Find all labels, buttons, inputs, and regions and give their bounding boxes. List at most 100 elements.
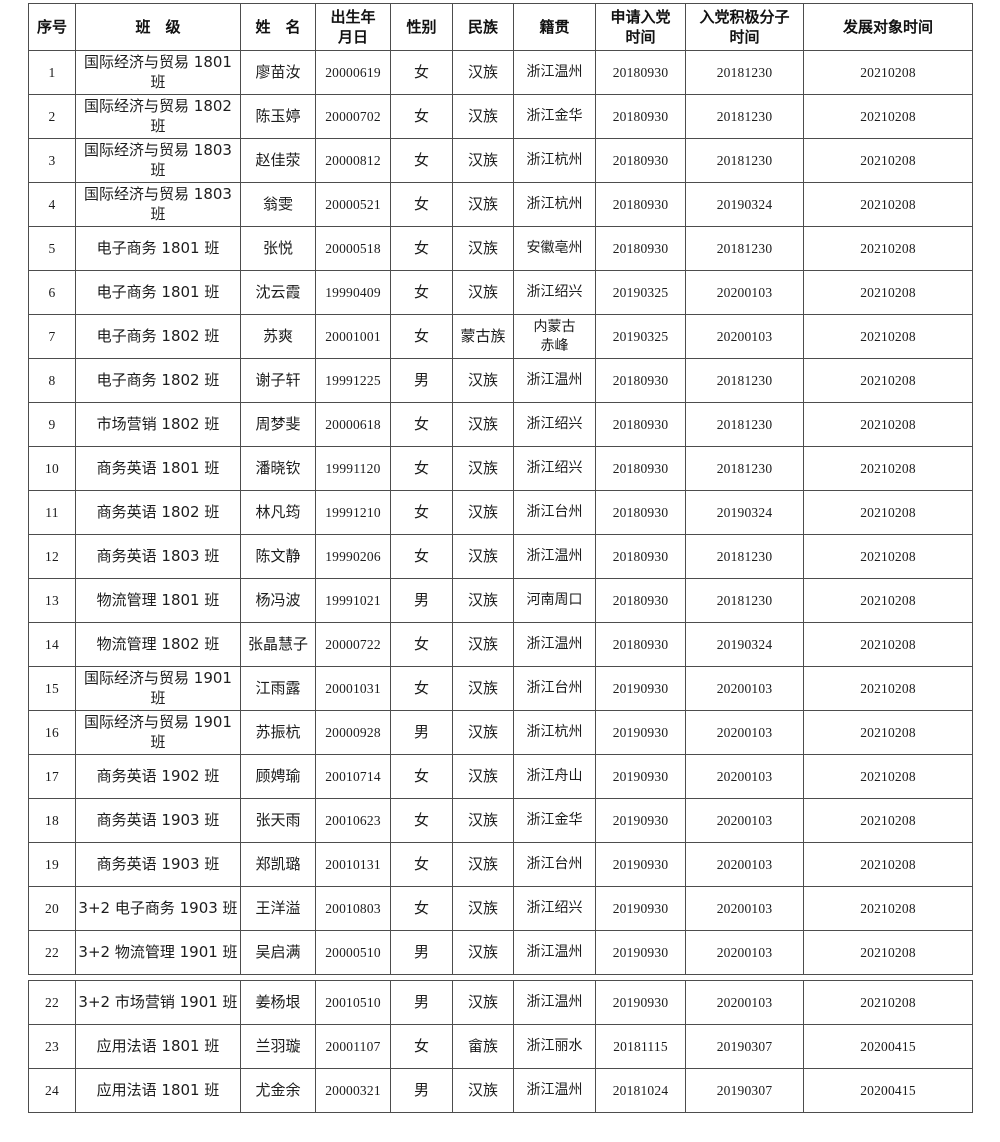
table-cell: 9 <box>28 402 76 447</box>
table-cell: 20210208 <box>803 578 973 623</box>
table-cell: 物流管理 1801 班 <box>75 578 241 623</box>
table-cell: 20180930 <box>595 402 686 447</box>
table-row: 2 国际经济与贸易 1802 班陈玉婷 20000702 女汉族 浙江金华 2018093… <box>28 94 973 139</box>
table-cell: 汉族 <box>452 270 514 315</box>
table-cell: 20210208 <box>803 226 973 271</box>
table-cell: 女 <box>390 490 453 535</box>
table-cell: 汉族 <box>452 182 514 227</box>
table-row: 17 商务英语 1902 班顾娉瑜 20010714 女汉族 浙江舟山 20190930 2… <box>28 754 973 799</box>
table-row: 11 商务英语 1802 班林凡筠 19991210 女汉族 浙江台州 20180930 2… <box>28 490 973 535</box>
table-cell: 20181230 <box>685 226 804 271</box>
table-cell: 内蒙古 赤峰 <box>513 314 596 359</box>
table-cell: 20000321 <box>315 1068 391 1113</box>
table-cell: 女 <box>390 798 453 843</box>
column-header: 班 级 <box>75 3 241 51</box>
table-cell: 王洋溢 <box>240 886 316 931</box>
table-cell: 20180930 <box>595 622 686 667</box>
column-header: 出生年 月日 <box>315 3 391 51</box>
table-cell: 19991021 <box>315 578 391 623</box>
table-cell: 国际经济与贸易 1901 班 <box>75 710 241 755</box>
table-cell: 20210208 <box>803 710 973 755</box>
table-cell: 汉族 <box>452 446 514 491</box>
table-cell: 尤金余 <box>240 1068 316 1113</box>
table-cell: 女 <box>390 314 453 359</box>
table-cell: 兰羽璇 <box>240 1024 316 1069</box>
table-cell: 20210208 <box>803 798 973 843</box>
table-cell: 20200103 <box>685 666 804 711</box>
table-cell: 20210208 <box>803 358 973 403</box>
table-cell: 河南周口 <box>513 578 596 623</box>
table-cell: 20181230 <box>685 534 804 579</box>
table-cell: 男 <box>390 578 453 623</box>
table-cell: 浙江温州 <box>513 622 596 667</box>
table-cell: 汉族 <box>452 980 514 1025</box>
table-cell: 电子商务 1801 班 <box>75 270 241 315</box>
table-cell: 商务英语 1902 班 <box>75 754 241 799</box>
table-cell: 20200103 <box>685 886 804 931</box>
column-header: 籍贯 <box>513 3 596 51</box>
table-cell: 浙江台州 <box>513 490 596 535</box>
table-cell: 7 <box>28 314 76 359</box>
table-cell: 20210208 <box>803 446 973 491</box>
table-cell: 畲族 <box>452 1024 514 1069</box>
table-cell: 国际经济与贸易 1801 班 <box>75 50 241 95</box>
column-header: 姓 名 <box>240 3 316 51</box>
table-cell: 张天雨 <box>240 798 316 843</box>
table-cell: 商务英语 1903 班 <box>75 842 241 887</box>
table-row: 9 市场营销 1802 班周梦斐 20000618 女汉族 浙江绍兴 20180930 20… <box>28 402 973 447</box>
table-cell: 20190324 <box>685 622 804 667</box>
table-cell: 汉族 <box>452 402 514 447</box>
table-cell: 汉族 <box>452 534 514 579</box>
table-cell: 20010510 <box>315 980 391 1025</box>
table-cell: 20181230 <box>685 446 804 491</box>
table-cell: 20010714 <box>315 754 391 799</box>
table-cell: 20000618 <box>315 402 391 447</box>
table-cell: 20210208 <box>803 94 973 139</box>
table-cell: 20210208 <box>803 270 973 315</box>
table-row: 12 商务英语 1803 班陈文静 19990206 女汉族 浙江温州 20180930 2… <box>28 534 973 579</box>
table-cell: 女 <box>390 182 453 227</box>
table-cell: 陈玉婷 <box>240 94 316 139</box>
table-cell: 19990206 <box>315 534 391 579</box>
table-cell: 20200103 <box>685 270 804 315</box>
table-row: 14 物流管理 1802 班张晶慧子 20000722 女汉族 浙江温州 20180930… <box>28 622 973 667</box>
table-cell: 郑凯璐 <box>240 842 316 887</box>
table-cell: 国际经济与贸易 1803 班 <box>75 182 241 227</box>
table-cell: 20200103 <box>685 842 804 887</box>
table-cell: 浙江金华 <box>513 94 596 139</box>
table-cell: 19991225 <box>315 358 391 403</box>
table-row: 7 电子商务 1802 班苏爽 20001001 女蒙古族 内蒙古 赤峰 20190325… <box>28 314 973 359</box>
table-cell: 女 <box>390 886 453 931</box>
table-cell: 20210208 <box>803 622 973 667</box>
table-cell: 3+2 物流管理 1901 班 <box>75 930 241 975</box>
table-cell: 张晶慧子 <box>240 622 316 667</box>
table-cell: 20210208 <box>803 980 973 1025</box>
table-cell: 汉族 <box>452 886 514 931</box>
table-cell: 浙江温州 <box>513 358 596 403</box>
table-cell: 国际经济与贸易 1901 班 <box>75 666 241 711</box>
table-row: 15 国际经济与贸易 1901 班江雨露 20001031 女汉族 浙江台州 201909… <box>28 666 973 711</box>
table-cell: 20200103 <box>685 980 804 1025</box>
table-cell: 浙江杭州 <box>513 710 596 755</box>
table-cell: 浙江台州 <box>513 666 596 711</box>
table-cell: 商务英语 1801 班 <box>75 446 241 491</box>
roster-table-continued: 22 3+2 市场营销 1901 班姜杨垠 20010510 男汉族 浙江温州 20190… <box>28 980 973 1113</box>
table-cell: 20210208 <box>803 138 973 183</box>
table-cell: 20210208 <box>803 842 973 887</box>
table-cell: 吴启满 <box>240 930 316 975</box>
table-cell: 20181230 <box>685 50 804 95</box>
table-row: 10 商务英语 1801 班潘晓钦 19991120 女汉族 浙江绍兴 20180930 2… <box>28 446 973 491</box>
table-cell: 20000521 <box>315 182 391 227</box>
table-row: 6 电子商务 1801 班沈云霞 19990409 女汉族 浙江绍兴 20190325 20… <box>28 270 973 315</box>
table-cell: 20180930 <box>595 94 686 139</box>
column-header: 入党积极分子 时间 <box>685 3 804 51</box>
table-cell: 汉族 <box>452 358 514 403</box>
table-cell: 20180930 <box>595 446 686 491</box>
table-row: 22 3+2 物流管理 1901 班吴启满 20000510 男汉族 浙江温州 20190… <box>28 930 973 975</box>
table-cell: 19991210 <box>315 490 391 535</box>
table-cell: 浙江杭州 <box>513 182 596 227</box>
table-cell: 22 <box>28 980 76 1025</box>
table-cell: 女 <box>390 754 453 799</box>
table-cell: 5 <box>28 226 76 271</box>
